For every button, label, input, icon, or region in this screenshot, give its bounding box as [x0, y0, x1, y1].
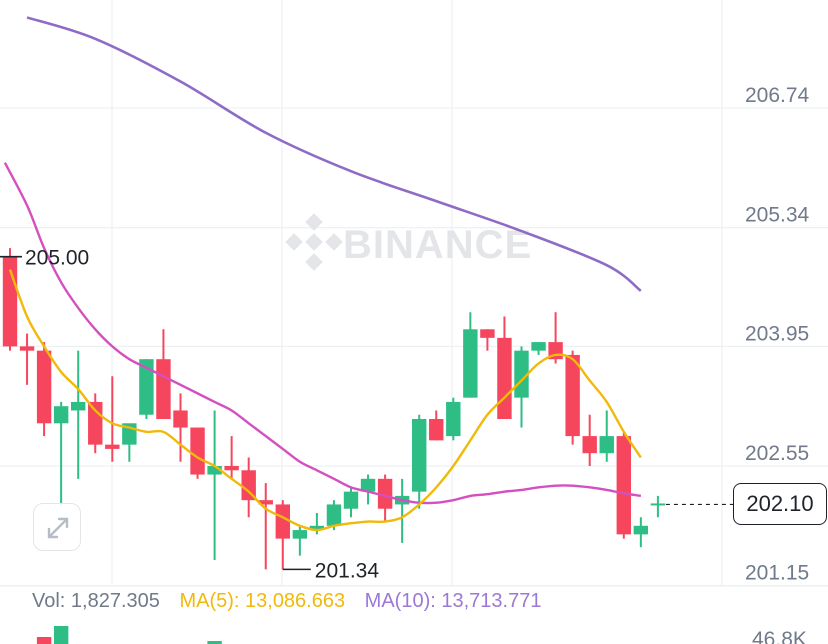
candle-body — [446, 401, 461, 437]
volume-ma5-value: MA(5): 13,086.663 — [179, 590, 346, 612]
expand-icon — [47, 517, 69, 539]
candle-body — [224, 466, 239, 471]
price-tick-label: 203.95 — [745, 322, 809, 345]
volume-value: Vol: 1,827.305 — [32, 590, 160, 612]
volume-axis-tick: 46.8K — [752, 628, 807, 644]
price-axis: 206.74 205.34 203.95 202.55 201.15 — [745, 84, 810, 585]
volume-ma10-value: MA(10): 13,713.771 — [364, 590, 542, 612]
candle-body — [633, 525, 649, 535]
candle-body — [207, 466, 222, 475]
candle-body — [463, 329, 478, 398]
candle-body — [429, 419, 444, 441]
candle-body — [88, 401, 103, 445]
candle-body — [531, 342, 546, 351]
low-marker: 201.34 — [282, 559, 380, 582]
candle-body — [275, 504, 290, 539]
candle-body — [139, 359, 154, 415]
candle-body — [599, 436, 614, 454]
watermark-text: BINANCE — [343, 223, 532, 267]
volume-legend: Vol: 1,827.305 MA(5): 13,086.663 MA(10):… — [32, 590, 555, 613]
candle-body — [36, 350, 52, 424]
candle-body — [616, 436, 631, 535]
candle-body — [343, 491, 359, 509]
candle-body — [19, 346, 35, 351]
candle-body — [497, 337, 512, 420]
candle-body — [292, 530, 308, 539]
candle-body — [190, 427, 205, 475]
high-marker: 205.00 — [0, 247, 89, 270]
grid-lines — [0, 0, 828, 587]
ma-fast-line — [8, 269, 642, 532]
candle-body — [241, 470, 256, 501]
candle-body — [360, 478, 376, 492]
expand-button[interactable] — [33, 503, 81, 551]
ma-slow-line — [26, 16, 642, 292]
price-tick-label: 202.55 — [745, 442, 809, 465]
candle-body — [309, 525, 325, 531]
candle-body — [377, 478, 393, 509]
low-price-label: 201.34 — [315, 559, 380, 582]
candle-body — [105, 444, 120, 449]
volume-bar — [207, 641, 222, 644]
candle-body — [514, 350, 529, 398]
volume-bars — [36, 626, 222, 644]
high-price-label: 205.00 — [25, 247, 89, 270]
candle-body — [258, 500, 273, 505]
candle-body — [480, 329, 495, 338]
binance-logo-icon — [285, 213, 343, 271]
candle-body — [565, 354, 580, 437]
candle-body — [71, 401, 86, 411]
volume-bar — [36, 637, 52, 644]
volume-bar — [53, 626, 69, 644]
price-tick-label: 206.74 — [745, 84, 810, 107]
candle-body — [156, 359, 171, 420]
price-tick-label: 205.34 — [745, 204, 810, 227]
candle-body — [650, 503, 666, 506]
candles — [2, 248, 666, 570]
current-price-tag: 202.10 — [733, 483, 827, 525]
candle-body — [412, 419, 427, 492]
candle-body — [326, 504, 342, 526]
candle-body — [53, 406, 69, 424]
candle-body — [173, 410, 188, 428]
ma-mid-line — [3, 162, 642, 505]
price-tick-label: 201.15 — [745, 562, 809, 585]
binance-watermark: BINANCE — [285, 213, 532, 271]
candle-body — [582, 436, 597, 454]
